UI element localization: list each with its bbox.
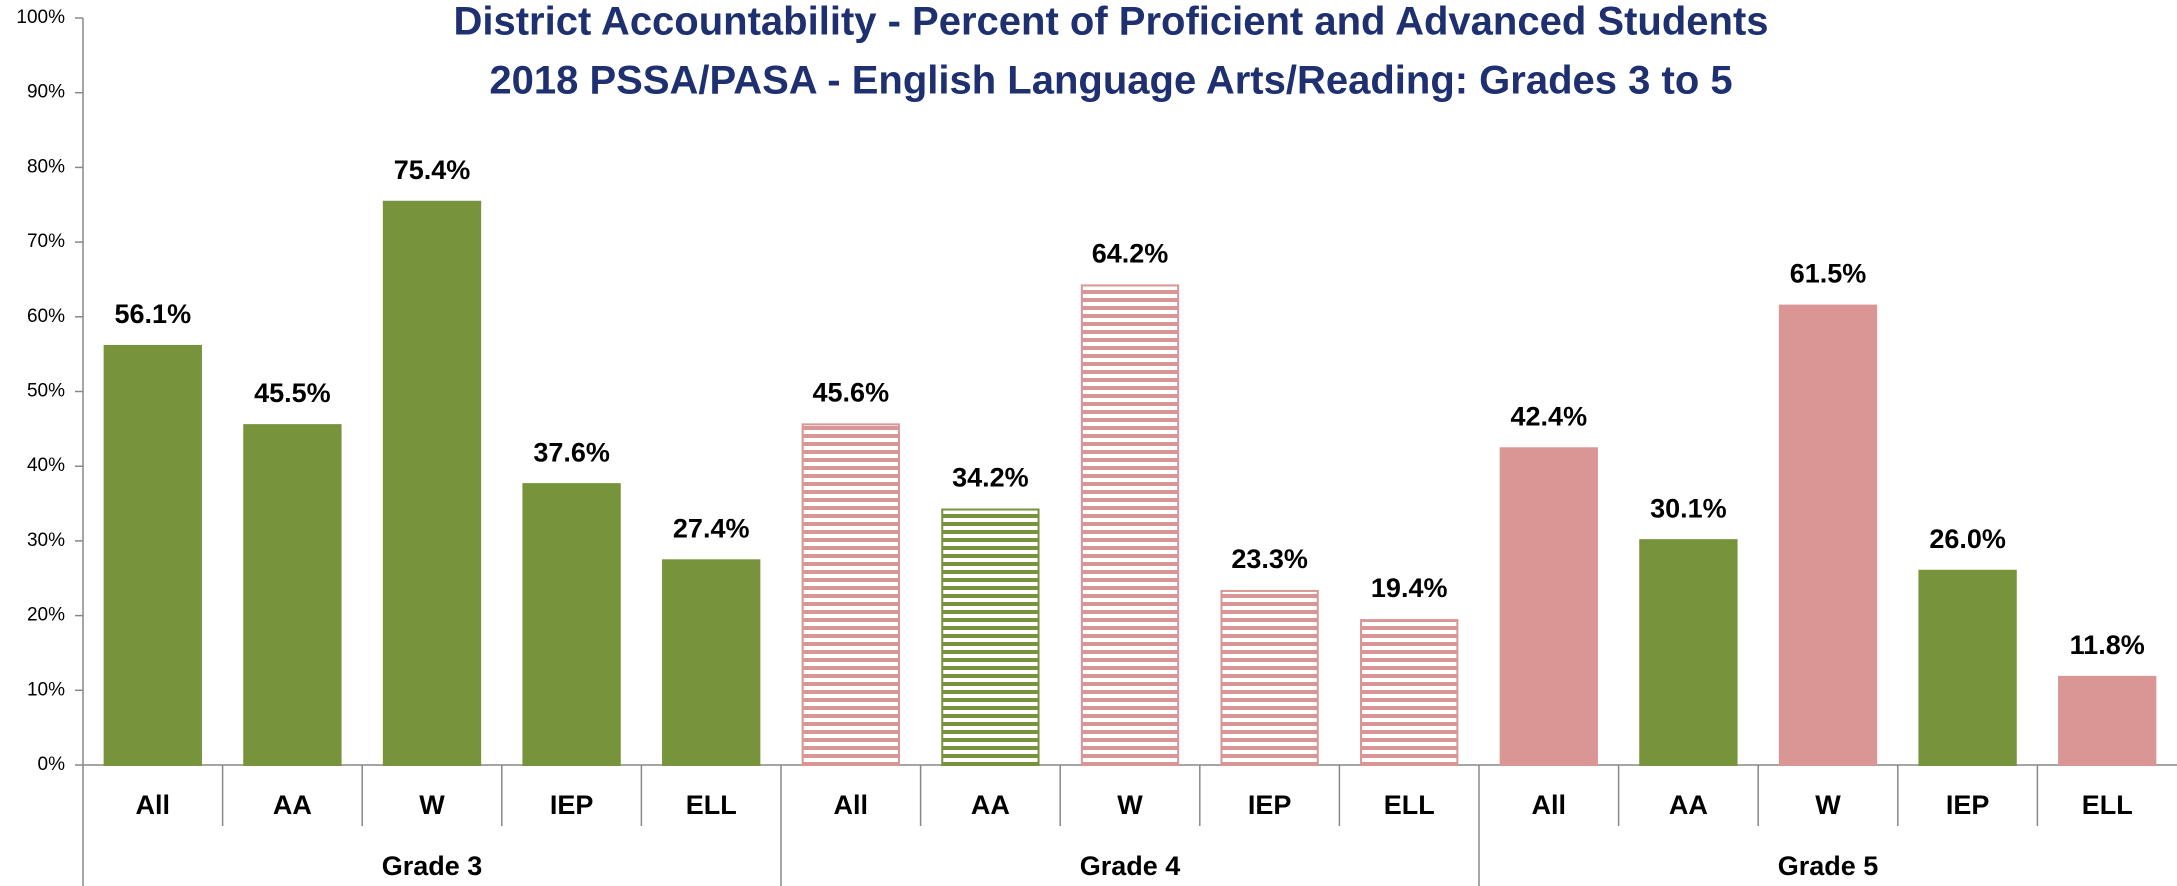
x-tick-label: IEP: [1946, 790, 1990, 820]
x-tick-label: IEP: [550, 790, 594, 820]
y-tick-label: 100%: [16, 7, 65, 28]
bar: [1220, 589, 1319, 766]
x-tick-label: All: [136, 790, 171, 820]
value-label: 64.2%: [1092, 239, 1169, 269]
y-tick-label: 60%: [27, 306, 65, 327]
value-label: 26.0%: [1929, 524, 2006, 554]
value-label: 11.8%: [2070, 630, 2145, 660]
value-label: 30.1%: [1650, 493, 1727, 523]
y-tick-label: 10%: [27, 679, 65, 700]
y-tick-label: 50%: [27, 381, 65, 402]
x-tick-label: AA: [1669, 790, 1708, 820]
value-label: 27.4%: [673, 513, 750, 543]
y-tick-label: 90%: [27, 82, 65, 103]
y-tick-label: 20%: [27, 605, 65, 626]
value-label: 37.6%: [533, 437, 610, 467]
bar: [941, 508, 1040, 766]
value-label: 45.6%: [813, 377, 890, 407]
x-tick-label: AA: [971, 790, 1010, 820]
chart-subtitle: 2018 PSSA/PASA - English Language Arts/R…: [489, 59, 1732, 103]
value-label: 42.4%: [1511, 401, 1588, 431]
group-label: Grade 3: [382, 851, 483, 881]
y-tick-label: 80%: [27, 156, 65, 177]
bar: [1778, 304, 1878, 766]
y-tick-label: 0%: [38, 754, 66, 775]
value-label: 61.5%: [1790, 259, 1867, 289]
bar: [1499, 447, 1598, 766]
value-label: 19.4%: [1371, 573, 1448, 603]
chart-title: District Accountability - Percent of Pro…: [453, 0, 1768, 44]
x-tick-label: W: [1815, 790, 1841, 820]
bar: [1918, 569, 2017, 767]
bar: [801, 423, 900, 766]
x-tick-label: All: [834, 790, 869, 820]
x-tick-label: AA: [273, 790, 312, 820]
bar: [2058, 675, 2157, 766]
value-label: 23.3%: [1231, 544, 1308, 574]
y-tick-label: 40%: [27, 455, 65, 476]
x-tick-label: ELL: [686, 790, 737, 820]
y-tick-label: 70%: [27, 231, 65, 252]
bar: [243, 424, 342, 766]
x-tick-label: W: [1117, 790, 1143, 820]
value-label: 56.1%: [115, 299, 192, 329]
bar: [522, 483, 621, 766]
value-label: 34.2%: [952, 463, 1029, 493]
group-label: Grade 4: [1080, 851, 1181, 881]
x-tick-label: IEP: [1248, 790, 1292, 820]
value-label: 75.4%: [394, 155, 471, 185]
x-tick-label: ELL: [1384, 790, 1435, 820]
bar: [382, 200, 482, 766]
bar: [1639, 539, 1738, 767]
bar: [103, 344, 202, 766]
bar: [1080, 284, 1180, 766]
bar: [662, 559, 761, 767]
group-label: Grade 5: [1778, 851, 1879, 881]
y-tick-label: 30%: [27, 530, 65, 551]
bar: [1360, 619, 1459, 766]
value-label: 45.5%: [254, 378, 331, 408]
x-tick-label: W: [419, 790, 445, 820]
x-tick-label: All: [1532, 790, 1567, 820]
x-tick-label: ELL: [2082, 790, 2133, 820]
